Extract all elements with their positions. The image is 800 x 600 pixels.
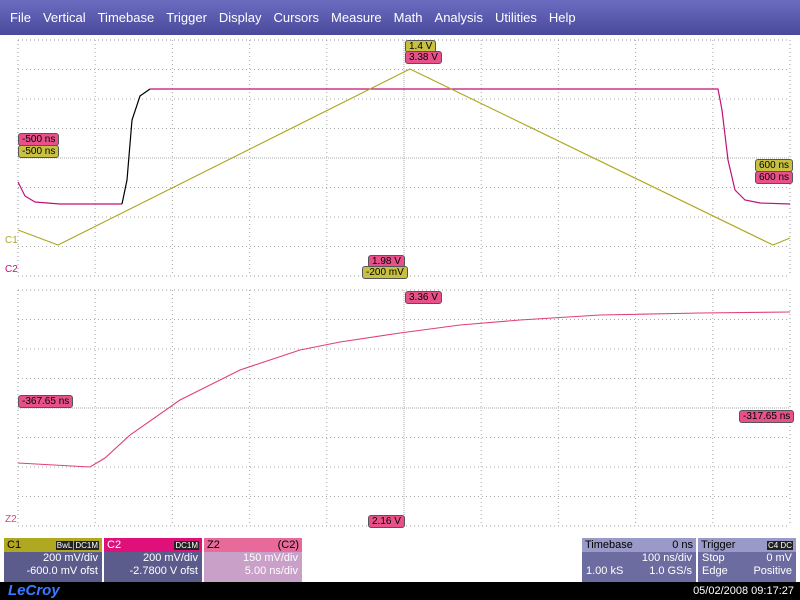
panel-header: C2 DC1M [104, 538, 202, 552]
brand: LeCroy [8, 582, 60, 599]
timebase-panel[interactable]: Timebase 0 ns 100 ns/div 1.00 kS 1.0 GS/s [582, 538, 696, 582]
c2-trace [17, 181, 122, 205]
menu-item[interactable]: Utilities [494, 10, 537, 25]
delay: 0 ns [672, 539, 693, 551]
c1-panel[interactable]: C1 BwL DC1M 200 mV/div -600.0 mV ofst [4, 538, 102, 582]
badge: BwL [55, 541, 74, 550]
panel-name: Trigger [701, 539, 736, 551]
trace-label: C1 [5, 235, 18, 246]
c2-trace-high [150, 88, 791, 205]
c2-edge [121, 88, 151, 205]
panel-header: Trigger C4 DC [698, 538, 796, 552]
type: Edge [702, 565, 728, 577]
menu-item[interactable]: Cursors [273, 10, 320, 25]
timescale: 100 ns/div [641, 552, 692, 564]
panel-header: Timebase 0 ns [582, 538, 696, 552]
footer: LeCroy 05/02/2008 09:17:27 [0, 582, 800, 600]
rate: 1.0 GS/s [649, 565, 692, 577]
menu-item[interactable]: Vertical [42, 10, 86, 25]
badge: C4 DC [766, 540, 793, 550]
trigger-row: Edge Positive [698, 565, 796, 578]
marker: 2.16 V [368, 515, 405, 528]
trigger-panel[interactable]: Trigger C4 DC Stop 0 mV Edge Positive [698, 538, 796, 582]
panel-name: Z2 [207, 539, 220, 551]
level: 0 mV [766, 552, 792, 564]
panel-name: C1 [7, 539, 22, 551]
menu-item[interactable]: Analysis [434, 10, 483, 25]
badge: DC1M [74, 541, 99, 550]
trigger-row: Stop 0 mV [698, 552, 796, 565]
panel-name: Timebase [585, 539, 633, 551]
trace-label: C2 [5, 264, 18, 275]
scale: 200 mV/div [142, 552, 198, 564]
panel-header: C1 BwL DC1M [4, 538, 102, 552]
panel-name: C2 [107, 539, 122, 551]
badges: BwL DC1M [55, 539, 99, 551]
offset: -2.7800 V ofst [129, 565, 199, 577]
scope-display [17, 39, 791, 527]
grids [17, 39, 791, 527]
slope: Positive [753, 565, 792, 577]
menu-item[interactable]: Help [548, 10, 576, 25]
marker: 600 ns [755, 171, 794, 184]
marker: 3.36 V [405, 291, 442, 304]
z2-panel[interactable]: Z2 (C2) 150 mV/div 5.00 ns/div [204, 538, 302, 582]
marker: -500 ns [18, 145, 60, 158]
c1-trace [17, 68, 791, 246]
menu-item[interactable]: Timebase [97, 10, 155, 25]
menu-bar: File Vertical Timebase Trigger Display Cursor… [0, 0, 800, 35]
offset: -600.0 mV ofst [26, 565, 98, 577]
scale: 200 mV/div [42, 552, 98, 564]
scale: 150 mV/div [242, 552, 298, 564]
samples: 1.00 kS [586, 565, 624, 577]
timescale: 5.00 ns/div [244, 565, 298, 577]
menu-item[interactable]: Display [218, 10, 262, 25]
source: (C2) [277, 539, 299, 551]
badge: DC1M [174, 540, 199, 550]
marker: -367.65 ns [18, 395, 74, 408]
trace-label: Z2 [5, 514, 17, 525]
marker: 3.38 V [405, 51, 442, 64]
z2-trace [17, 311, 791, 468]
menu-item[interactable]: Trigger [166, 10, 207, 25]
menu-item[interactable]: File [10, 10, 31, 25]
menu-item[interactable]: Measure [331, 10, 382, 25]
datetime: 05/02/2008 09:17:27 [693, 585, 794, 597]
menu-item[interactable]: Math [393, 10, 423, 25]
marker: -200 mV [362, 266, 408, 279]
mode: Stop [702, 552, 725, 564]
c2-panel[interactable]: C2 DC1M 200 mV/div -2.7800 V ofst [104, 538, 202, 582]
marker: -317.65 ns [739, 410, 795, 423]
sampling: 1.00 kS 1.0 GS/s [582, 565, 696, 578]
panel-header: Z2 (C2) [204, 538, 302, 552]
